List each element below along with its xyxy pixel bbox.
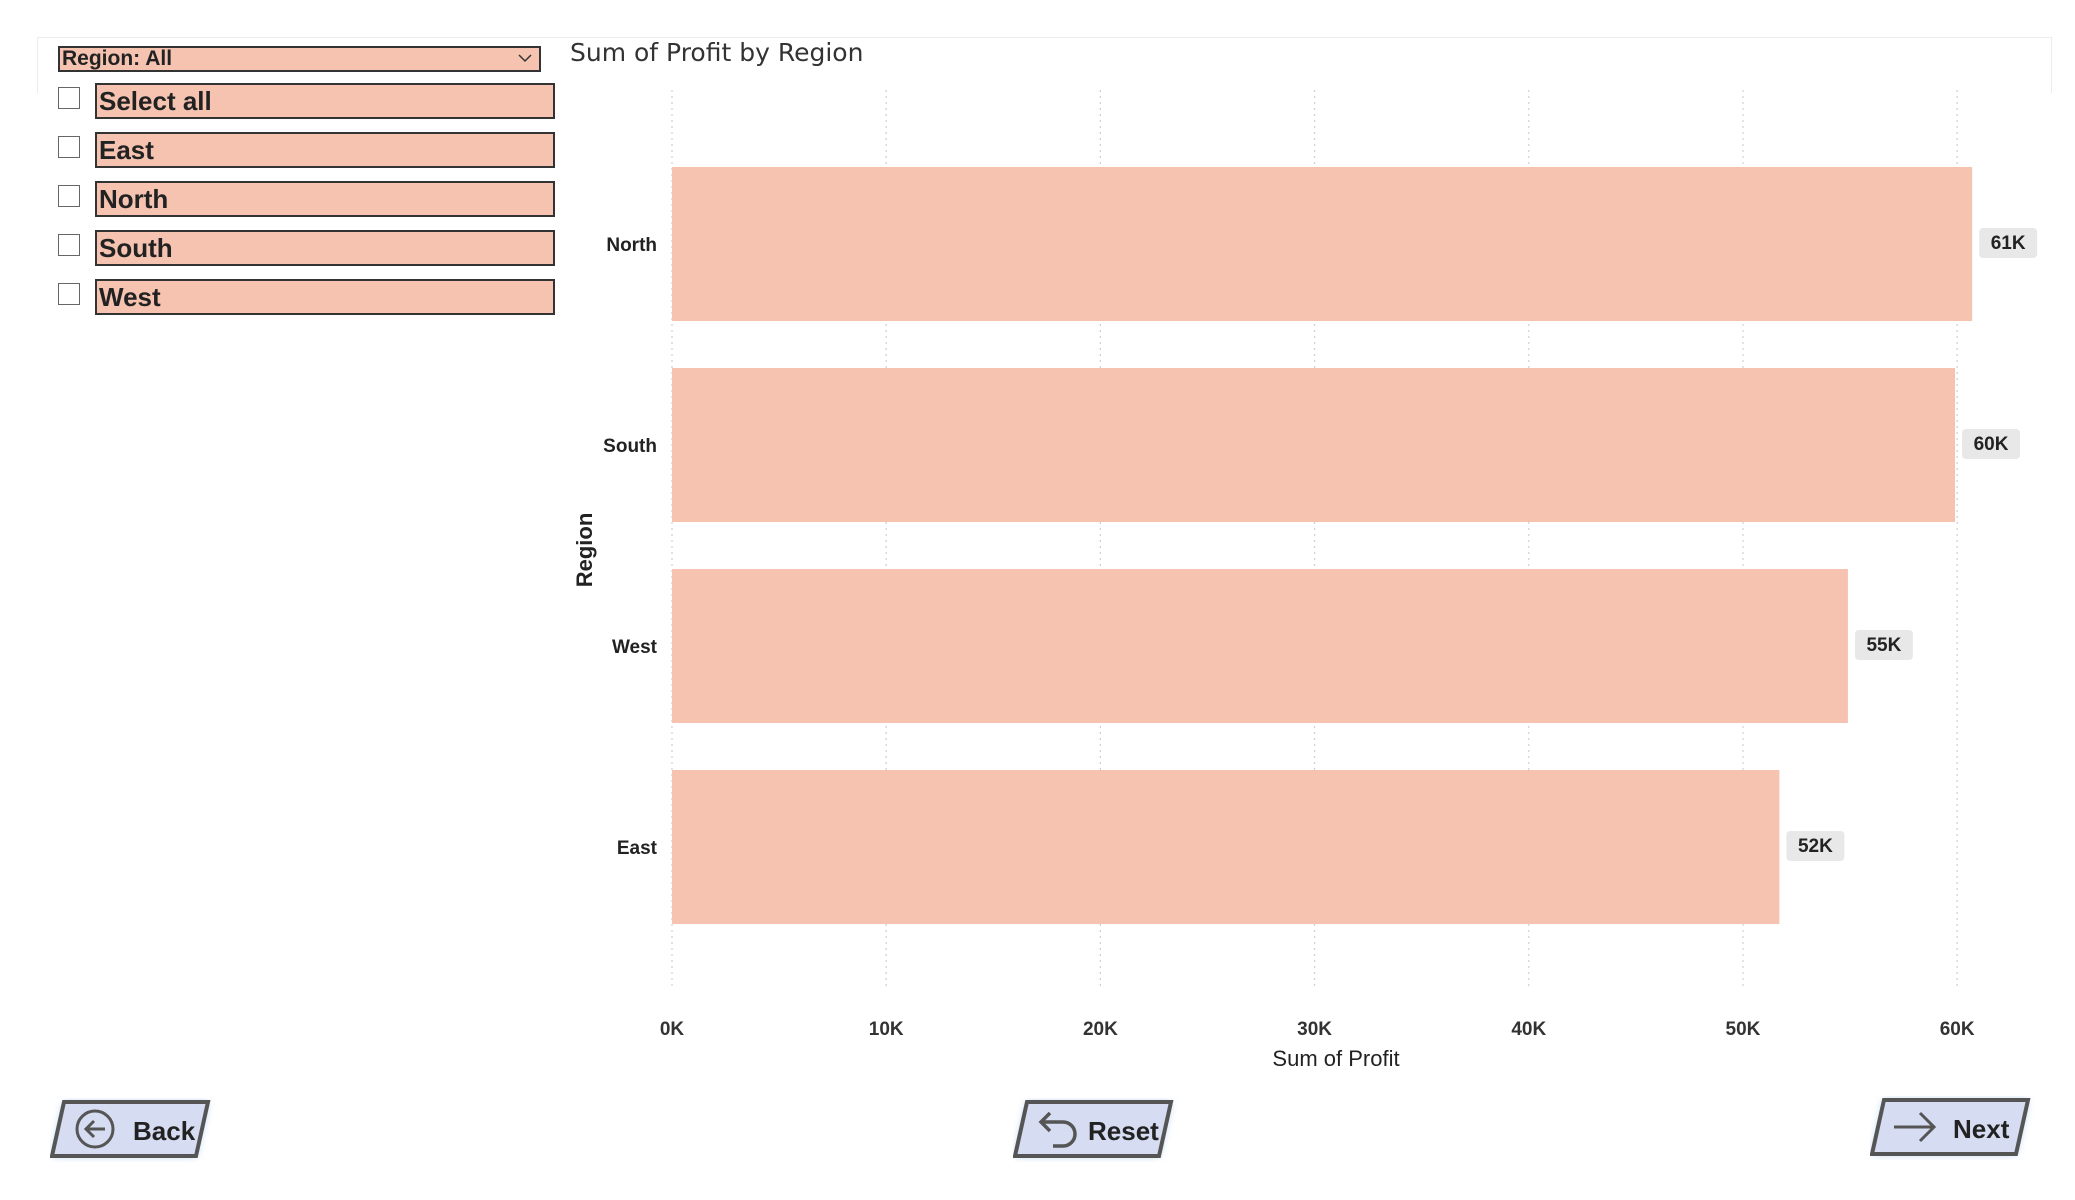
- x-tick-label: 40K: [1511, 1019, 1546, 1040]
- y-category-label: South: [603, 436, 657, 457]
- arrow-right-icon: [1894, 1111, 1937, 1143]
- next-button[interactable]: Next: [1870, 1096, 2035, 1160]
- back-button-shape: [50, 1100, 211, 1158]
- reset-button[interactable]: Reset: [1013, 1098, 1178, 1162]
- x-tick-label: 50K: [1726, 1019, 1761, 1040]
- data-label-badge: [1786, 831, 1845, 861]
- east-checkbox[interactable]: [58, 136, 80, 158]
- slicer-item-select-all[interactable]: Select all: [58, 83, 558, 119]
- slicer-item-west[interactable]: West: [58, 279, 558, 315]
- chevron-down-icon: [518, 54, 532, 63]
- data-label-badge: [1962, 429, 2021, 459]
- back-button-label: Back: [133, 1116, 196, 1146]
- data-label: 60K: [1974, 434, 2009, 455]
- select-all-checkbox[interactable]: [58, 87, 80, 109]
- data-label: 52K: [1798, 836, 1833, 857]
- bar-north: [672, 167, 1973, 321]
- slicer-item-south[interactable]: South: [58, 230, 558, 266]
- visual-container: [37, 37, 2052, 93]
- x-tick-label: 20K: [1083, 1019, 1118, 1040]
- y-category-label: North: [606, 235, 657, 256]
- reset-button-shape: [1013, 1100, 1174, 1158]
- x-tick-label: 0K: [660, 1019, 685, 1040]
- arrow-left-circle-icon: [75, 1109, 115, 1149]
- bar-east: [672, 770, 1780, 924]
- undo-arrow-icon: [1038, 1111, 1077, 1148]
- slicer-item-north[interactable]: North: [58, 181, 558, 217]
- x-tick-label: 10K: [869, 1019, 904, 1040]
- slicer-item-label[interactable]: East: [95, 132, 555, 168]
- slicer-item-label[interactable]: North: [95, 181, 555, 217]
- bar-west: [672, 569, 1848, 723]
- data-label-badge: [1854, 630, 1913, 660]
- y-axis-title: Region: [572, 513, 597, 588]
- region-dropdown-label: Region: All: [62, 47, 173, 70]
- slicer-item-label[interactable]: South: [95, 230, 555, 266]
- next-button-shape: [1870, 1098, 2031, 1156]
- slicer-item-label[interactable]: West: [95, 279, 555, 315]
- profit-by-region-chart: 0K 10K 20K 30K 40K 50K 60K North 61K South 60K West…: [572, 90, 2038, 1071]
- x-tick-label: 30K: [1297, 1019, 1332, 1040]
- data-label-badge: [1979, 228, 2038, 258]
- x-axis-title: Sum of Profit: [1272, 1046, 1399, 1071]
- slicer-item-east[interactable]: East: [58, 132, 558, 168]
- slicer-item-label[interactable]: Select all: [95, 83, 555, 119]
- data-label: 61K: [1991, 233, 2026, 254]
- chart-title: Sum of Profit by Region: [570, 38, 864, 67]
- x-tick-label: 60K: [1940, 1019, 1975, 1040]
- south-checkbox[interactable]: [58, 234, 80, 256]
- reset-button-label: Reset: [1088, 1116, 1159, 1146]
- north-checkbox[interactable]: [58, 185, 80, 207]
- back-button[interactable]: Back: [50, 1098, 215, 1162]
- data-label: 55K: [1866, 635, 1901, 656]
- y-category-label: West: [612, 637, 658, 658]
- y-category-label: East: [617, 838, 658, 859]
- region-dropdown[interactable]: Region: All: [58, 46, 541, 72]
- next-button-label: Next: [1953, 1114, 2010, 1144]
- bar-south: [672, 368, 1956, 522]
- west-checkbox[interactable]: [58, 283, 80, 305]
